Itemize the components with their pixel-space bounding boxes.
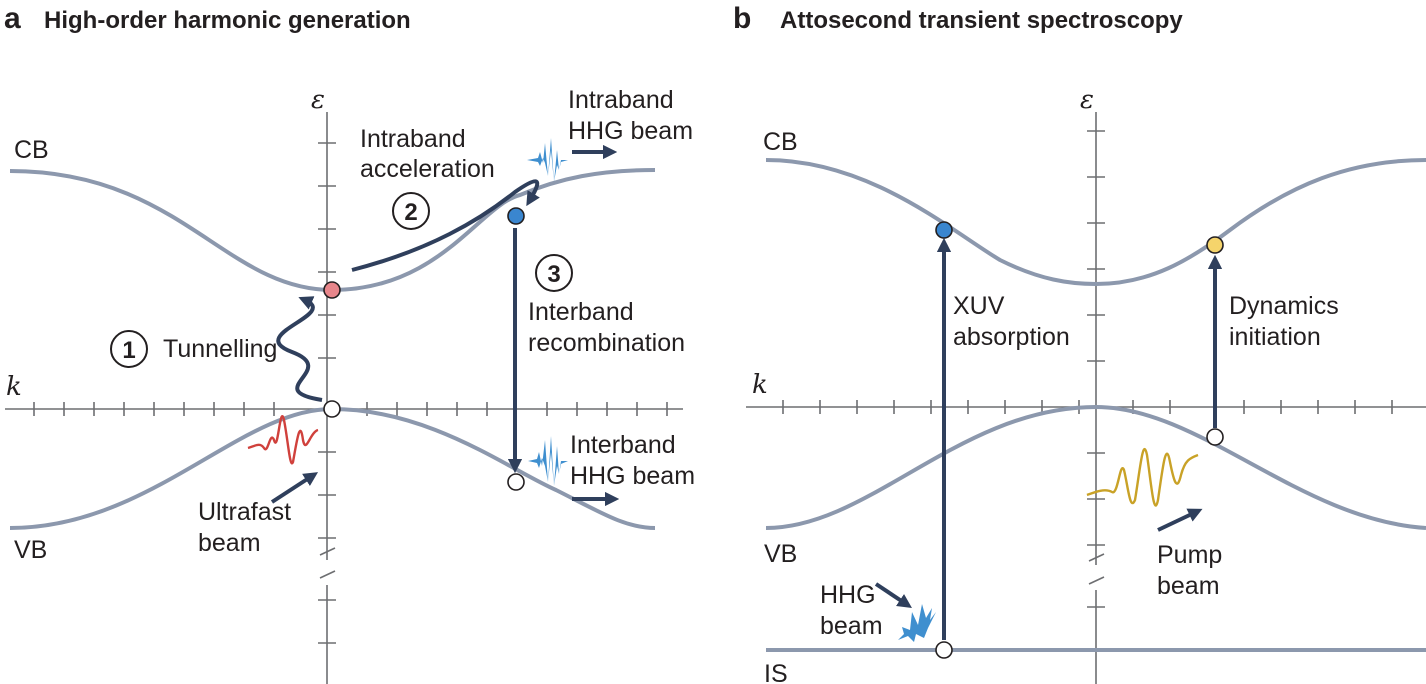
panel-a-ultrafast-arrow <box>270 472 319 504</box>
panel-a-step1-circle <box>110 330 148 368</box>
panel-b-hhg-arrow <box>874 582 912 608</box>
panel-b-xuv-label-2: absorption <box>953 323 1070 351</box>
panel-b-cb-label: CB <box>763 128 798 156</box>
panel-b-hhg-label-1: HHG <box>820 581 876 609</box>
panel-a-interband-label-2: recombination <box>528 329 685 357</box>
panel-a-ultrafast-label-1: Ultrafast <box>198 498 291 526</box>
panel-a-step3-number: 3 <box>547 261 560 288</box>
panel-b-energy-axis <box>1087 112 1105 684</box>
panel-a-accelerated-electron-marker <box>507 207 525 225</box>
panel-b-title: Attosecond transient spectroscopy <box>780 7 1183 34</box>
panel-a-title: High-order harmonic generation <box>44 7 411 34</box>
panel-a-intraband-pulse <box>527 138 568 182</box>
panel-a-conduction-band <box>9 168 656 293</box>
panel-b-hhg-label-2: beam <box>820 612 883 640</box>
panel-b-vb-label: VB <box>764 540 797 568</box>
panel-b-valence-hole-marker <box>1206 428 1224 446</box>
panel-a-tunnelling-label: Tunnelling <box>163 335 277 363</box>
panel-a-interband-beam-label-2: HHG beam <box>570 462 695 490</box>
panel-b-k-label: k <box>752 370 768 400</box>
panel-a-energy-ticks <box>318 142 336 644</box>
panel-b-pump-pulse <box>1086 447 1199 507</box>
panel-b-pump-label-1: Pump <box>1157 541 1222 569</box>
panel-a-k-label: k <box>6 372 22 402</box>
panel-a-letter: a <box>4 2 21 35</box>
panel-a-intraband-beam-label-2: HHG beam <box>568 117 693 145</box>
panel-a-interband-beam-label-1: Interband <box>570 431 676 459</box>
panel-a-tunnelling-arrow <box>276 296 323 402</box>
panel-b-dynamics-label-1: Dynamics <box>1229 292 1339 320</box>
panel-b-xuv-label-1: XUV <box>953 292 1005 320</box>
panel-a-energy-axis <box>318 112 336 684</box>
panel-a-recombination-marker <box>507 473 525 491</box>
panel-b-core-excited-marker <box>935 221 953 239</box>
panel-a-interband-label-1: Interband <box>528 298 634 326</box>
panel-a-step2-number: 2 <box>404 199 417 226</box>
panel-b-pump-arrow <box>1157 508 1203 532</box>
panel-b-energy-label: ε <box>1080 85 1094 115</box>
panel-a-intraband-label-2: acceleration <box>360 155 495 183</box>
panel-a-ultrafast-label-2: beam <box>198 529 261 557</box>
panel-a-valence-band <box>9 406 656 530</box>
panel-b-pump-label-2: beam <box>1157 572 1220 600</box>
panel-a-interband-pulse <box>528 436 568 486</box>
panel-a-step2-circle <box>392 192 430 230</box>
panel-a-hole-marker <box>323 400 341 418</box>
panel-b-letter: b <box>733 2 751 35</box>
panel-a-energy-label: ε <box>311 85 325 115</box>
panel-b-valence-band <box>765 404 1426 530</box>
panel-b-core-hole-marker <box>935 641 953 659</box>
panel-a-intraband-label-1: Intraband <box>360 125 466 153</box>
panel-a-cb-label: CB <box>14 136 49 164</box>
panel-a-step3-circle <box>535 254 573 292</box>
panel-a-vb-label: VB <box>14 536 47 564</box>
panel-a-excited-electron-marker <box>323 281 341 299</box>
panel-b: b Attosecond transient spectroscopy <box>733 2 1426 684</box>
panel-a-intraband-beam-label-1: Intraband <box>568 86 674 114</box>
panel-b-conduction-band <box>765 158 1426 287</box>
panel-b-hhg-pulse <box>898 604 936 642</box>
panel-b-dynamics-label-2: initiation <box>1229 323 1321 351</box>
panel-a: a High-order harmonic generation ε <box>4 2 695 684</box>
panel-a-ultrafast-pulse <box>247 415 319 465</box>
panel-b-pump-excited-marker <box>1206 236 1224 254</box>
panel-a-intraband-arrow <box>351 179 540 272</box>
panel-a-step1-number: 1 <box>122 337 135 364</box>
panel-b-is-label: IS <box>764 660 788 684</box>
